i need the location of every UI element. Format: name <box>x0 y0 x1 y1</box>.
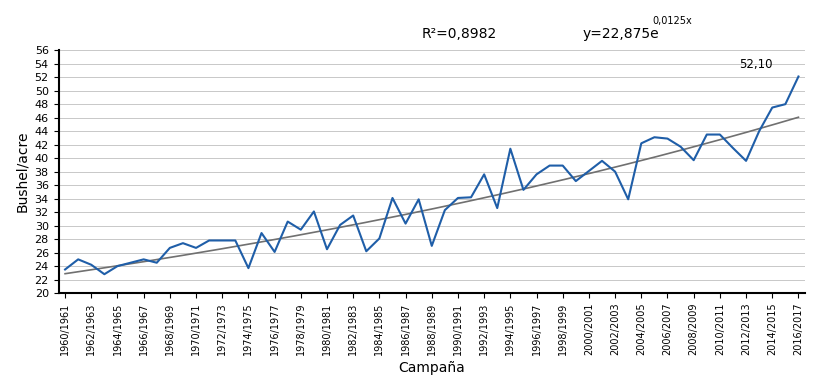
Text: 52,10: 52,10 <box>739 58 772 71</box>
X-axis label: Campaña: Campaña <box>398 361 464 375</box>
Y-axis label: Bushel/acre: Bushel/acre <box>15 131 29 213</box>
Text: y=22,875e: y=22,875e <box>581 27 658 41</box>
Text: 0,0125x: 0,0125x <box>651 16 690 26</box>
Text: R²=0,8982: R²=0,8982 <box>421 27 496 41</box>
